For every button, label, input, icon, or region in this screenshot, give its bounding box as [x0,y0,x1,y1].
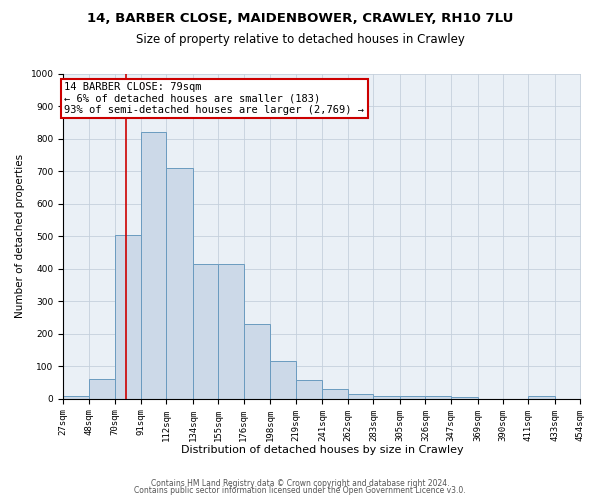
Bar [166,168,193,399]
Bar [218,264,244,399]
Bar [193,264,218,399]
Text: Size of property relative to detached houses in Crawley: Size of property relative to detached ho… [136,32,464,46]
Bar [348,394,373,399]
Text: Contains public sector information licensed under the Open Government Licence v3: Contains public sector information licen… [134,486,466,495]
Bar [529,396,555,399]
Y-axis label: Number of detached properties: Number of detached properties [15,154,25,318]
Bar [244,324,271,399]
Bar [322,389,348,399]
Bar [89,378,115,399]
X-axis label: Distribution of detached houses by size in Crawley: Distribution of detached houses by size … [181,445,463,455]
Bar [373,396,400,399]
Text: Contains HM Land Registry data © Crown copyright and database right 2024.: Contains HM Land Registry data © Crown c… [151,478,449,488]
Bar [271,362,296,399]
Bar [400,396,425,399]
Bar [296,380,322,399]
Bar [141,132,166,399]
Text: 14 BARBER CLOSE: 79sqm
← 6% of detached houses are smaller (183)
93% of semi-det: 14 BARBER CLOSE: 79sqm ← 6% of detached … [64,82,364,115]
Bar [425,396,451,399]
Bar [451,397,478,399]
Text: 14, BARBER CLOSE, MAIDENBOWER, CRAWLEY, RH10 7LU: 14, BARBER CLOSE, MAIDENBOWER, CRAWLEY, … [87,12,513,26]
Bar [115,234,141,399]
Bar [63,396,89,399]
